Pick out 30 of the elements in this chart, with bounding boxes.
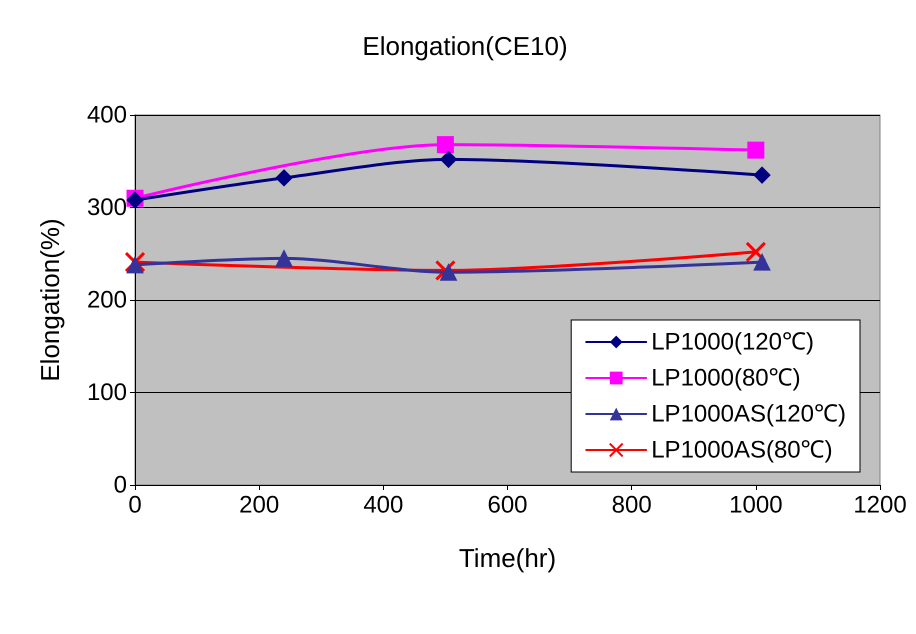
legend-label: LP1000(80℃) (651, 364, 801, 392)
point (126, 256, 144, 274)
point (436, 136, 454, 154)
point (747, 142, 764, 159)
point (276, 169, 292, 186)
y-tick-label: 200 (86, 286, 127, 314)
point (276, 250, 292, 267)
x-tick-label: 200 (239, 492, 280, 518)
x-tick-label: 400 (363, 492, 404, 518)
y-tick-label: 400 (86, 102, 127, 128)
legend-label: LP1000(120℃) (651, 328, 814, 356)
legend-label: LP1000AS(80℃) (651, 436, 833, 464)
point (434, 260, 456, 281)
x-tick-label: 600 (487, 492, 528, 518)
point (754, 166, 771, 184)
y-axis-title: Elongation(%) (35, 218, 65, 382)
point (745, 241, 766, 262)
legend-label: LP1000AS(120℃) (651, 400, 846, 428)
x-axis-title: Time(hr) (458, 543, 556, 573)
point (440, 264, 458, 281)
y-tick-label: 100 (86, 379, 127, 406)
x-tick-label: 800 (612, 492, 652, 518)
point (124, 252, 146, 273)
x-tick-label: 1000 (729, 492, 783, 518)
chart-title: Elongation(CE10) (362, 31, 568, 61)
y-tick-label: 0 (114, 472, 127, 498)
x-tick-label: 1200 (853, 492, 907, 518)
y-tick-label: 300 (86, 194, 127, 221)
point (440, 150, 458, 168)
point (754, 254, 771, 271)
